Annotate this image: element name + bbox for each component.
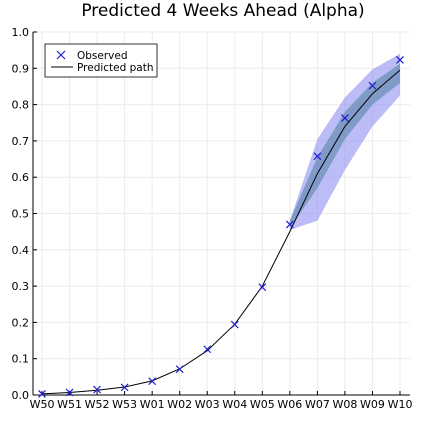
x-tick-label: W53 [112,398,137,411]
y-tick-label: 0.6 [12,171,30,184]
y-tick-label: 0.2 [12,316,30,329]
observed-marker-stroke [340,114,349,122]
observed-marker-stroke [93,385,102,394]
observed-marker-stroke [120,383,129,392]
grid-lines [33,31,410,396]
y-tick-label: 0.3 [12,280,30,293]
observed-marker-stroke [285,220,294,229]
observed-point [148,377,157,386]
observed-point [285,220,294,229]
observed-series [38,56,404,398]
band-inner [289,63,400,229]
confidence-bands [289,53,400,230]
observed-point [65,388,74,397]
y-tick-label: 0.0 [12,389,30,402]
observed-point [93,385,102,394]
predicted-path-line [41,69,401,395]
observed-point [368,81,377,90]
x-tick-label: W05 [250,398,275,411]
observed-marker-stroke [203,345,212,354]
predicted-path-series [41,69,401,395]
observed-point [396,56,404,64]
observed-point [258,283,267,292]
observed-point [230,320,239,329]
y-tick-label: 0.1 [12,353,30,366]
y-tick-label: 0.7 [12,135,30,148]
observed-marker-stroke [396,56,404,64]
legend-observed-marker [56,50,66,60]
x-tick-label: W04 [222,398,247,411]
y-tick-label: 0.5 [12,208,30,221]
x-tick-label: W10 [388,398,413,411]
observed-marker-stroke [230,320,239,329]
observed-marker-stroke [368,81,377,90]
observed-point [175,365,184,374]
y-tick-label: 1.0 [12,26,30,39]
observed-marker-stroke [65,388,74,397]
x-tick-label: W07 [305,398,330,411]
x-tick-label: W52 [85,398,110,411]
observed-point [203,345,212,354]
legend-predicted-label: Predicted path [77,62,154,74]
y-tick-label: 0.8 [12,99,30,112]
observed-point [120,383,129,392]
y-tick-label: 0.4 [12,244,30,257]
observed-point [313,152,322,161]
x-tick-label: W01 [140,398,165,411]
observed-marker-stroke [258,283,267,292]
observed-point [340,114,349,122]
x-tick-label: W06 [277,398,302,411]
observed-marker-stroke [313,152,322,161]
x-tick-label: W50 [30,398,55,411]
x-tick-label: W51 [57,398,82,411]
observed-point [38,389,46,398]
observed-marker-stroke [148,377,157,386]
observed-marker-stroke [38,389,46,398]
x-tick-label: W09 [360,398,385,411]
observed-marker-stroke [175,365,184,374]
x-tick-label: W03 [195,398,220,411]
chart-title: Predicted 4 Weeks Ahead (Alpha) [81,1,364,21]
legend-box [44,43,158,78]
x-tick-label: W08 [332,398,357,411]
y-tick-label: 0.9 [12,62,30,75]
x-tick-label: W02 [167,398,192,411]
legend-observed-label: Observed [77,50,128,62]
